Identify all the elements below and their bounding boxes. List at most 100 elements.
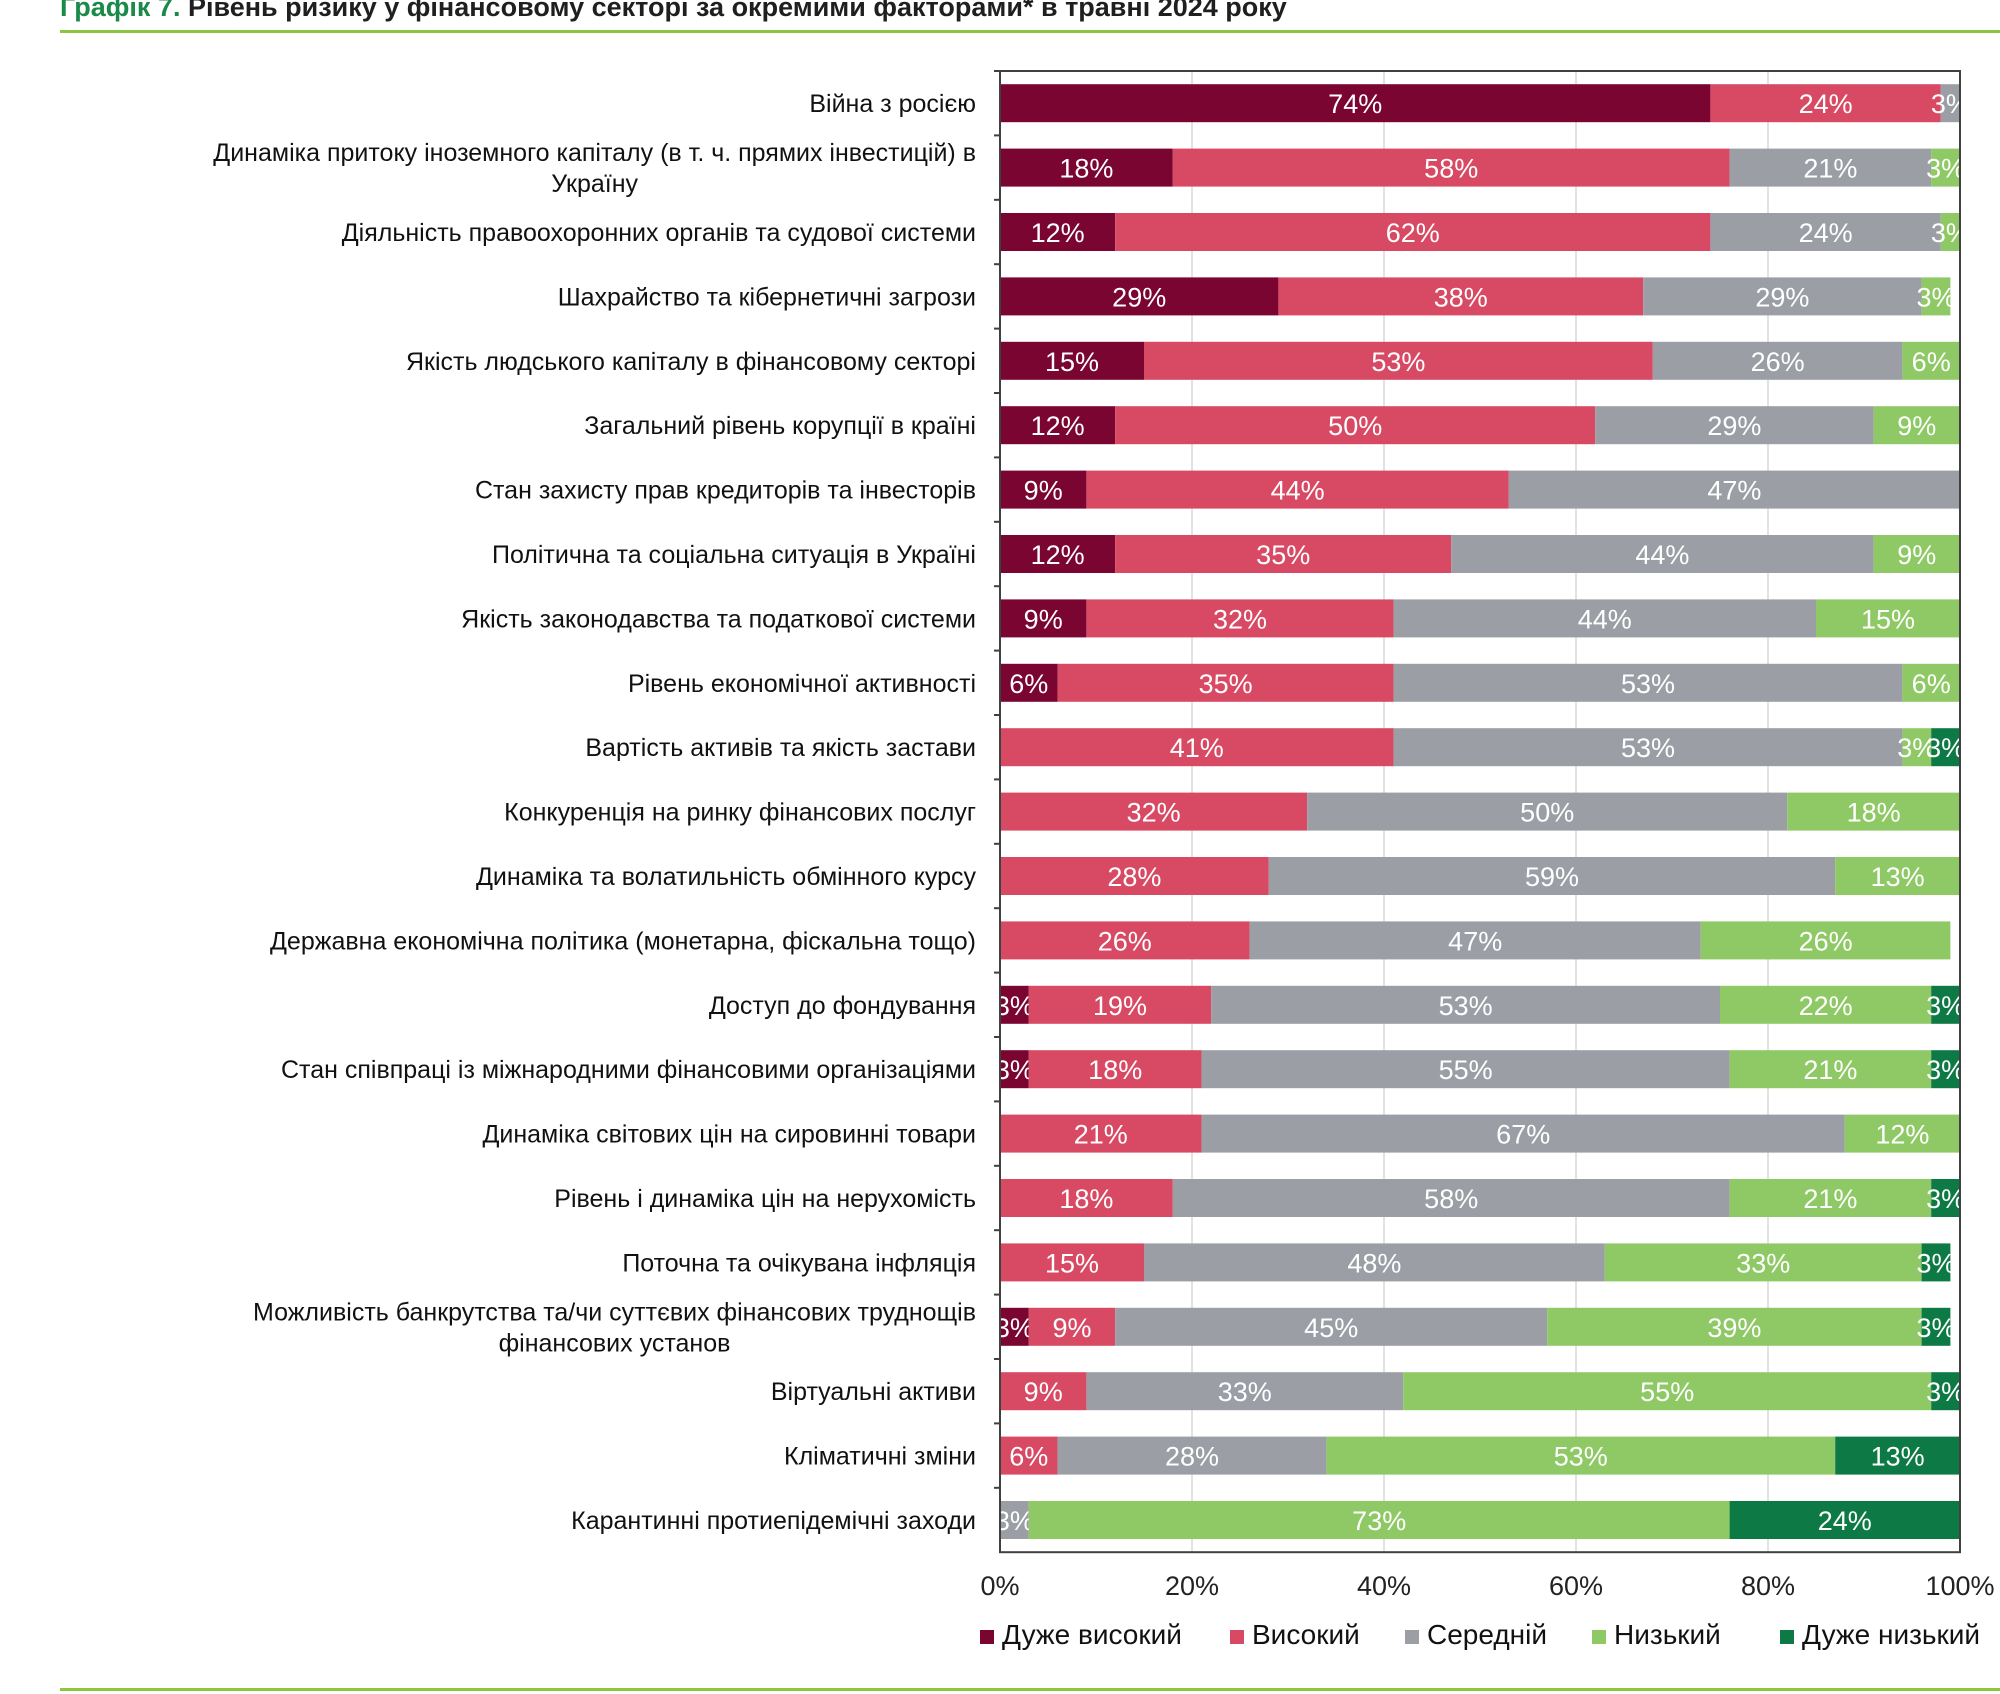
bar-segment [1000,1114,1202,1153]
data-label: 55% [1439,1055,1493,1085]
category-label: Війна з росією [809,90,976,118]
legend-label: Середній [1427,1619,1547,1650]
data-label: 3% [995,1055,1034,1085]
bar-segment [1307,792,1788,831]
data-label: 67% [1496,1120,1550,1150]
data-label: 6% [1009,669,1048,699]
bar-segment [1000,341,1144,380]
bar-segment [1000,921,1250,960]
data-label: 50% [1520,798,1574,828]
data-label: 21% [1803,154,1857,184]
bar-segment [1931,728,1960,767]
bar-segment [1393,728,1903,767]
bar-segment [1028,1050,1202,1089]
data-label: 74% [1328,89,1382,119]
category-label: Поточна та очікувана інфляція [622,1249,976,1277]
bar-segment [1115,213,1711,251]
bar-segment [1201,1050,1730,1089]
data-label: 9% [1897,411,1936,441]
data-label: 9% [1024,476,1063,506]
data-label: 59% [1525,862,1579,892]
bar-segment [1028,985,1212,1024]
bar-segment [1000,148,1173,187]
x-tick-label: 100% [1925,1571,1994,1601]
category-label-line: фінансових установ [499,1329,731,1357]
data-label: 3% [1897,733,1936,763]
data-label: 13% [1871,1442,1925,1472]
bar-segment [1115,406,1596,445]
bar-segment [1873,406,1960,445]
bar-segment [1000,470,1087,509]
data-label: 44% [1635,540,1689,570]
data-label: 3% [1926,1184,1965,1214]
data-label: 58% [1424,1184,1478,1214]
category-label-line: Динаміка притоку іноземного капіталу (в … [213,139,976,167]
data-label: 3% [1926,991,1965,1021]
category-label-line: Стан співпраці із міжнародними фінансови… [281,1056,976,1084]
data-label: 13% [1871,862,1925,892]
category-labels: Війна з росією Динаміка притоку іноземног… [213,90,976,1535]
category-label-line: Політична та соціальна ситуація в Україн… [492,541,976,569]
bar-segment [1000,857,1269,895]
bar-segment [1604,1243,1922,1282]
legend-swatch [1230,1630,1244,1644]
bar-segment [1278,277,1644,316]
legend-swatch [1592,1630,1606,1644]
bar-segment [1595,406,1874,445]
data-label: 3% [995,1313,1034,1343]
bar-segment [1326,1436,1836,1475]
data-label: 18% [1847,798,1901,828]
x-tick-label: 60% [1549,1571,1603,1601]
category-label: Конкуренція на ринку фінансових послуг [504,799,976,827]
chart-title: Графік 7. Рівень ризику у фінансовому се… [60,0,1287,23]
data-label: 44% [1578,604,1632,634]
bar-segment [1393,663,1903,702]
plot-frame [999,70,1961,1554]
category-label: Можливість банкрутства та/чи суттєвих фі… [253,1298,976,1357]
bar-segment [1729,1179,1932,1217]
data-label: 41% [1170,733,1224,763]
data-label: 48% [1347,1248,1401,1278]
category-label-line: Можливість банкрутства та/чи суттєвих фі… [253,1298,976,1326]
category-label: Рівень економічної активності [628,670,976,698]
bar-segment [1028,1307,1116,1346]
bar-segment [1000,599,1087,638]
bar-segment [1000,1050,1029,1089]
legend-item: Дуже високий [980,1619,1182,1650]
data-label: 12% [1031,540,1085,570]
legend-item: Дуже низький [1780,1619,1980,1650]
data-label: 35% [1256,540,1310,570]
category-label-line: Доступ до фондування [709,992,976,1020]
bar-segment [1000,1307,1029,1346]
data-label: 9% [1897,540,1936,570]
legend-item: Високий [1230,1619,1360,1650]
data-label: 3% [1931,218,1970,248]
bar-segment [1172,1179,1730,1217]
bar-segment [1931,1179,1960,1217]
data-label: 39% [1707,1313,1761,1343]
category-label: Динаміка світових цін на сировинні товар… [482,1121,976,1149]
data-label: 3% [1926,1377,1965,1407]
bar-segment [1844,1114,1960,1153]
bar-segment [1710,84,1941,123]
data-label: 19% [1093,991,1147,1021]
x-tick-label: 80% [1741,1571,1795,1601]
bar-segment [1931,1050,1960,1089]
axes: 0% 20% 40% 60% 80% 100% [980,70,1995,1601]
category-label-line: Рівень і динаміка цін на нерухомість [554,1185,976,1213]
data-label: 24% [1818,1506,1872,1536]
bar-segment [1835,857,1960,895]
bar-segment [1000,663,1058,702]
bars: 74% 24% 3% 18% 58% 21% 3% 12% 62% 24% 3% 29% 38% 29% 3… [995,84,1970,1539]
data-label: 26% [1098,926,1152,956]
bar-segment [1902,341,1960,380]
data-label: 73% [1352,1506,1406,1536]
data-label: 6% [1009,1442,1048,1472]
bar-segment [1729,1501,1960,1539]
data-label: 26% [1799,926,1853,956]
bar-segment [1921,1243,1951,1282]
bar-segment [1000,84,1711,123]
data-label: 47% [1448,926,1502,956]
bar-segment [1921,1307,1951,1346]
bar-segment [1000,1372,1087,1411]
